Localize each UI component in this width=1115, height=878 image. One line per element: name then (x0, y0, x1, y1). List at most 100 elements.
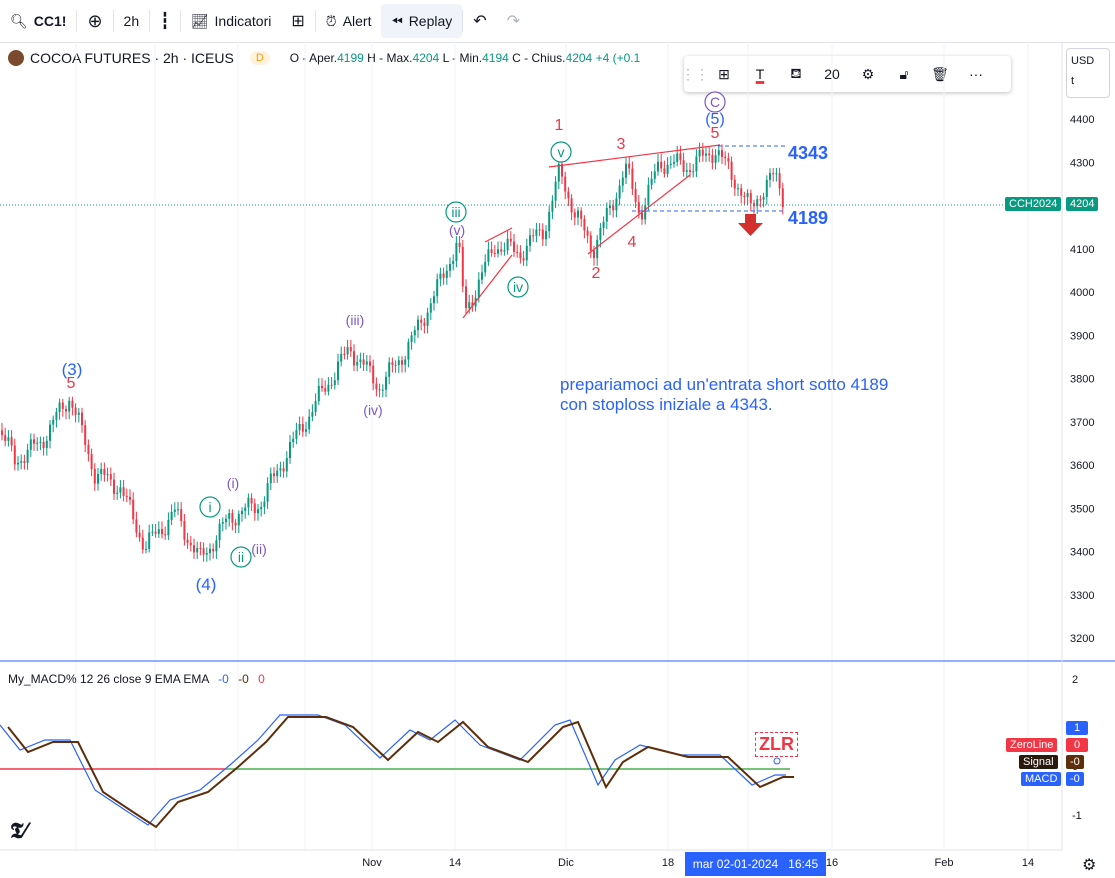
candle-body (388, 362, 391, 377)
wave-2: 2 (592, 265, 601, 282)
more-button[interactable]: ··· (958, 56, 994, 92)
candle-body (477, 279, 480, 298)
candle-body (634, 188, 637, 203)
fill-color-button[interactable]: ⛾ (778, 56, 814, 92)
trade-note[interactable]: prepariamoci ad un'entrata short sotto 4… (560, 375, 888, 415)
candle-body (17, 462, 19, 465)
level-4189-label: 4189 (788, 208, 828, 228)
candle-body (90, 454, 93, 469)
wave-c: C (710, 94, 720, 110)
delayed-badge[interactable]: D (249, 51, 270, 65)
symbol-title[interactable]: COCOA FUTURES · 2h · ICEUS (30, 50, 234, 66)
candle-body (637, 202, 640, 213)
macd-line (0, 714, 786, 826)
candle-body (513, 241, 515, 252)
candle-body (305, 429, 307, 432)
indicators-button[interactable]: 📈︎ Indicatori (181, 0, 282, 42)
lock-button[interactable]: 🔓︎ (886, 56, 922, 92)
candle-body (55, 412, 58, 420)
undo-button[interactable]: ↶ (463, 0, 496, 42)
symbol-search[interactable]: 🔍︎ CC1! (0, 0, 76, 42)
candle-body (471, 302, 474, 307)
candle-body (97, 473, 99, 484)
candle-body (273, 473, 275, 477)
candle-body (660, 161, 663, 169)
candle-body (717, 150, 720, 156)
macd-legend[interactable]: My_MACD% 12 26 close 9 EMA EMA -0 -0 0 (8, 672, 265, 686)
template-button[interactable]: ⊞ (706, 56, 742, 92)
settings-button[interactable]: ⚙ (850, 56, 886, 92)
wave-iii-paren: (iii) (346, 312, 365, 328)
layouts-button[interactable]: ⊞ (281, 0, 314, 42)
alert-button[interactable]: ⏰︎ Alert (316, 0, 382, 42)
candle-body (695, 156, 698, 172)
candle-body (298, 424, 301, 431)
candle-body (445, 270, 448, 278)
zlr-dot (773, 757, 781, 765)
rewind-icon: ⏪︎ (391, 12, 403, 29)
candle-body (679, 153, 682, 161)
candle-body (343, 354, 346, 356)
candle-body (561, 163, 563, 177)
candle-body (413, 330, 416, 336)
price-tick-label: 3200 (1070, 633, 1094, 645)
replay-button[interactable]: ⏪︎ Replay (381, 4, 463, 38)
grid-plus-icon: ⊞ (718, 65, 730, 82)
candle-body (372, 365, 375, 384)
candle-body (52, 419, 55, 425)
candle-body (276, 470, 279, 477)
candle-body (593, 250, 595, 259)
candle-body (145, 548, 147, 550)
candle-body (529, 235, 531, 246)
grid-icon: ⊞ (291, 13, 305, 30)
candle-body (42, 441, 45, 449)
candle-body (253, 503, 256, 514)
down-arrow-icon (738, 214, 763, 236)
candle-body (628, 163, 631, 169)
candle-body (657, 161, 659, 172)
text-color-button[interactable]: T (742, 56, 778, 92)
candle-body (138, 532, 141, 538)
open-label: O - Aper. (289, 51, 338, 65)
tradingview-logo[interactable]: 𝕿⁄ (10, 818, 28, 843)
compare-button[interactable]: ⊕ (77, 0, 112, 42)
candle-body (71, 400, 74, 408)
candle-body (359, 359, 362, 362)
candle-body (698, 149, 701, 157)
candle-body (692, 171, 695, 173)
candle-body (132, 499, 135, 520)
candle-body (759, 199, 762, 201)
candle-body (340, 354, 343, 362)
redo-button[interactable]: ↷ (497, 0, 530, 42)
price-tick-label: 4300 (1070, 157, 1094, 169)
candle-body (577, 210, 579, 218)
candle-body (689, 170, 691, 173)
candle-body (266, 483, 269, 502)
candle-body (410, 335, 413, 343)
interval-button[interactable]: 2h (114, 0, 150, 42)
candle-body (4, 435, 7, 441)
candle-body (487, 249, 490, 262)
candle-body (721, 150, 723, 157)
candle-body (580, 210, 583, 219)
candle-body (567, 191, 570, 199)
currency-selector[interactable]: USD t (1066, 48, 1110, 98)
candle-body (644, 205, 647, 220)
candle-body (221, 521, 224, 524)
delete-button[interactable]: 🗑︎ (922, 56, 958, 92)
candle-body (330, 384, 333, 386)
drag-handle[interactable]: ⋮⋮ (681, 65, 709, 82)
low-value: 4194 (482, 51, 509, 65)
candle-body (68, 400, 71, 412)
candle-body (189, 542, 192, 546)
more-icon: ··· (969, 66, 983, 82)
candle-body (676, 153, 679, 163)
chart-type-button[interactable]: ┇ (150, 0, 180, 42)
high-label: H - Max. (367, 51, 413, 65)
macd-value-1: -0 (218, 672, 229, 686)
font-size-button[interactable]: 20 (814, 56, 850, 92)
candle-body (769, 173, 771, 180)
candle-body (263, 501, 266, 507)
chart-settings-button[interactable]: ⚙ (1082, 855, 1096, 875)
